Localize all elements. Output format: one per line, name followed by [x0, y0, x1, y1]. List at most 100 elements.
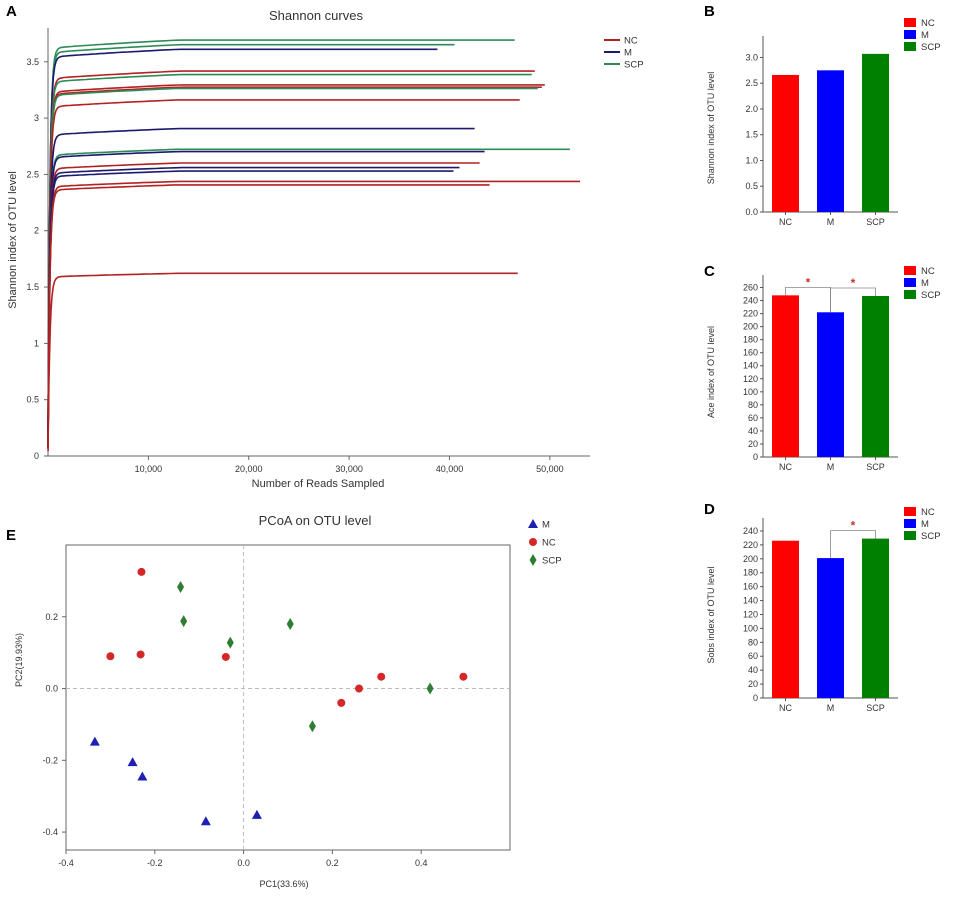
chart-e-point-m [89, 736, 100, 746]
chart-c-legend-swatch-scp [904, 290, 916, 299]
chart-d-legend-label-m: M [921, 519, 929, 530]
chart-b-bar-nc [772, 74, 799, 212]
panel-label-b: B [704, 3, 715, 20]
chart-a-ytick-label: 1.5 [26, 282, 39, 292]
chart-c-bar-m [817, 312, 844, 457]
chart-e-ytick-label: 0.0 [45, 684, 58, 694]
chart-a-ytick-label: 0.5 [26, 395, 39, 405]
chart-e-legend-marker-scp [529, 554, 537, 566]
chart-c-bar-scp [862, 295, 889, 457]
panel-label-c: C [704, 263, 715, 280]
chart-a-series-line-nc [47, 272, 518, 452]
chart-d-ytick-label: 20 [748, 679, 758, 689]
chart-d-ytick-label: 120 [743, 609, 758, 619]
chart-c-ytick-label: 100 [743, 387, 758, 397]
chart-b-xtick-label: M [827, 217, 835, 227]
chart-e-point-m [251, 809, 262, 819]
chart-c-significance-star: * [806, 275, 811, 289]
chart-e-xtick-label: 0.0 [237, 858, 250, 868]
chart-b-legend-label-scp: SCP [921, 42, 941, 53]
chart-a-xtick-label: 20,000 [235, 464, 263, 474]
chart-a-xtick-label: 10,000 [135, 464, 163, 474]
chart-c-legend-swatch-m [904, 278, 916, 287]
chart-c-ytick-label: 80 [748, 400, 758, 410]
chart-a-xtick-label: 30,000 [335, 464, 363, 474]
chart-b-ytick-label: 2.5 [745, 78, 758, 88]
chart-e-point-nc [137, 567, 146, 576]
chart-a-series-line-scp [47, 73, 532, 446]
chart-d-ytick-label: 240 [743, 526, 758, 536]
chart-d-significance-bracket [830, 530, 876, 559]
chart-c-legend-label-nc: NC [921, 266, 935, 277]
chart-e-legend-label-scp: SCP [542, 556, 562, 567]
chart-a-series-line-scp [47, 148, 570, 448]
chart-c-ytick-label: 240 [743, 296, 758, 306]
chart-a-ytick-label: 1 [34, 338, 39, 348]
chart-d-xtick-label: SCP [866, 703, 885, 713]
chart-e-point-scp [180, 615, 188, 628]
chart-e-point-scp [426, 682, 434, 695]
chart-a-series-line-scp [47, 39, 515, 445]
chart-e-point-nc [106, 652, 115, 661]
chart-a-series-line-nc [47, 99, 520, 447]
chart-e-ylabel: PC2(19.93%) [14, 633, 24, 687]
chart-a-series-line-m [47, 150, 485, 448]
chart-c-ytick-label: 140 [743, 361, 758, 371]
chart-d-ytick-label: 180 [743, 568, 758, 578]
chart-b-ytick-label: 1.5 [745, 130, 758, 140]
chart-a-ytick-label: 3 [34, 113, 39, 123]
chart-e: 0.2 0.0 -0.2 -0.4 -0.4 -0.2 0.0 0.2 0.4 M NC SCP [42, 519, 562, 868]
chart-a-series-line-nc [47, 84, 545, 446]
chart-a-legend-label-m: M [624, 48, 632, 59]
chart-b-legend-swatch-scp [904, 42, 916, 51]
chart-b-bar-scp [862, 53, 889, 213]
chart-a-ytick-label: 2.5 [26, 169, 39, 179]
chart-d-ytick-label: 160 [743, 582, 758, 592]
chart-e-point-nc [355, 684, 364, 693]
chart-c-significance-bracket [830, 287, 876, 313]
chart-d-ytick-label: 100 [743, 623, 758, 633]
panel-label-a: A [6, 3, 17, 20]
chart-d-bar-m [817, 558, 844, 698]
chart-d-ytick-label: 0 [753, 693, 758, 703]
panel-label-d: D [704, 501, 715, 518]
chart-b-legend-label-m: M [921, 30, 929, 41]
chart-e-point-m [137, 771, 148, 781]
chart-b-ytick-label: 3.0 [745, 52, 758, 62]
chart-e-point-scp [286, 617, 294, 630]
chart-a-series-line-nc [47, 162, 480, 449]
chart-e-point-nc [377, 672, 386, 681]
chart-e-ytick-label: 0.2 [45, 612, 58, 622]
chart-a-series-line-nc [47, 70, 535, 446]
chart-a-xtick-label: 40,000 [436, 464, 464, 474]
chart-d-legend-swatch-m [904, 519, 916, 528]
chart-c-xtick-label: SCP [866, 462, 885, 472]
chart-d-ytick-label: 140 [743, 596, 758, 606]
chart-d-xtick-label: NC [779, 703, 792, 713]
chart-e-xlabel: PC1(33.6%) [259, 879, 308, 889]
chart-d-significance-star: * [851, 519, 856, 533]
chart-a-legend-label-scp: SCP [624, 60, 644, 71]
chart-e-ytick-label: -0.4 [42, 827, 58, 837]
chart-a-ylabel: Shannon index of OTU level [7, 171, 19, 309]
chart-a: 0 0.5 1 1.5 2 2.5 3 3.5 10,000 20,000 30,000 40,000… [26, 28, 644, 474]
chart-e-point-nc [459, 672, 468, 681]
chart-e-xtick-label: 0.2 [326, 858, 339, 868]
chart-d-legend-label-nc: NC [921, 507, 935, 518]
chart-a-series-line-nc [47, 86, 542, 447]
chart-d-legend-swatch-nc [904, 507, 916, 516]
chart-c-ytick-label: 160 [743, 348, 758, 358]
chart-d-ytick-label: 80 [748, 637, 758, 647]
chart-a-ytick-label: 2 [34, 226, 39, 236]
chart-d-ylabel: Sobs index of OTU level [706, 566, 716, 663]
chart-d-xtick-label: M [827, 703, 835, 713]
chart-e-xtick-label: -0.4 [58, 858, 74, 868]
chart-c-ytick-label: 40 [748, 426, 758, 436]
chart-d-ytick-label: 60 [748, 651, 758, 661]
chart-b-xtick-label: SCP [866, 217, 885, 227]
chart-c-ytick-label: 180 [743, 335, 758, 345]
chart-e-point-nc [136, 650, 145, 659]
chart-d-legend-swatch-scp [904, 531, 916, 540]
chart-a-series-line-scp [47, 43, 455, 445]
